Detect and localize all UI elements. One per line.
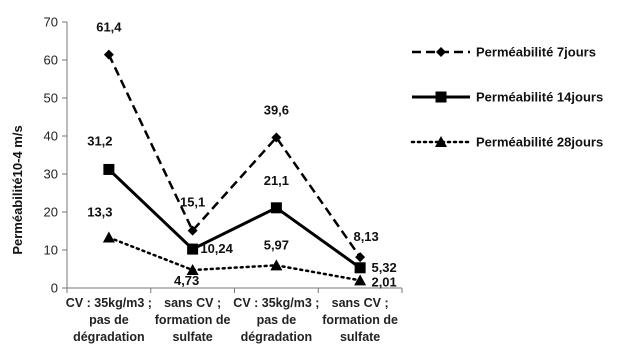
data-label: 21,1 [264, 173, 289, 188]
series-2-point [103, 163, 115, 175]
series-1-point [187, 225, 198, 236]
x-tick-label: CV : 35kg/m3 ; [233, 296, 319, 310]
legend: Perméabilité 7jours Perméabilité 14jours P… [410, 45, 603, 150]
x-tick-label: sans CV ; [164, 296, 221, 310]
x-tick-label: pas de [89, 313, 129, 327]
x-tick-label: CV : 35kg/m3 ; [66, 296, 152, 310]
data-labels: 61,4 15,1 39,6 8,13 31,2 10,24 21,1 5,32 13,3 4,7… [87, 20, 397, 290]
series-layer [102, 49, 367, 286]
data-label: 5,97 [264, 237, 289, 252]
series-2-point [354, 262, 366, 274]
data-label: 13,3 [87, 204, 112, 219]
legend-label-3: Perméabilité 28jours [476, 135, 603, 150]
data-label: 15,1 [180, 195, 205, 210]
data-label: 61,4 [96, 20, 122, 35]
y-tick-label: 70 [44, 15, 58, 30]
x-tick-label: pas de [257, 313, 297, 327]
series-1-point [355, 252, 366, 263]
series-3-point [270, 259, 283, 271]
series-line-1 [107, 54, 362, 258]
x-tick-label: formation de [155, 313, 231, 327]
data-label: 2,01 [371, 274, 396, 289]
legend-marker-2 [435, 91, 447, 103]
y-axis-label: Perméabilité10-4 m/s [10, 125, 25, 254]
series-3-point [354, 274, 367, 286]
data-label: 8,13 [353, 229, 378, 244]
series-2-point [187, 243, 199, 255]
series-line-3 [107, 236, 362, 282]
y-tick-label: 60 [44, 53, 58, 68]
legend-marker-1 [436, 47, 446, 57]
series-1-point [103, 49, 114, 60]
series-2-point [270, 202, 282, 214]
series-1-point [271, 132, 282, 143]
x-tick-label: dégradation [241, 330, 313, 344]
data-label: 10,24 [200, 241, 233, 256]
legend-label-2: Perméabilité 14jours [476, 90, 603, 105]
series-3-point [102, 231, 115, 243]
data-label: 31,2 [87, 133, 112, 148]
y-tick-label: 0 [51, 281, 58, 296]
x-tick-label: formation de [322, 313, 398, 327]
data-label: 4,73 [174, 273, 199, 288]
y-tick-label: 20 [44, 205, 58, 220]
y-tick-label: 40 [44, 129, 58, 144]
x-tick-label: dégradation [73, 330, 145, 344]
y-tick-label: 30 [44, 167, 58, 182]
y-tick-label: 50 [44, 91, 58, 106]
series-line-2 [107, 168, 361, 270]
data-label: 5,32 [371, 260, 396, 275]
x-tick-label: sulfate [340, 330, 380, 344]
series-3-point [186, 264, 199, 276]
y-tick-label: 10 [44, 243, 58, 258]
legend-label-1: Perméabilité 7jours [476, 45, 596, 60]
legend-marker-3 [435, 136, 447, 147]
x-tick-label: sulfate [172, 330, 212, 344]
axes: 0 10 20 30 40 50 60 70 CV : 35kg/m3 ; pas de dégra… [44, 15, 403, 344]
x-tick-label: sans CV ; [332, 296, 389, 310]
data-label: 39,6 [264, 103, 289, 118]
